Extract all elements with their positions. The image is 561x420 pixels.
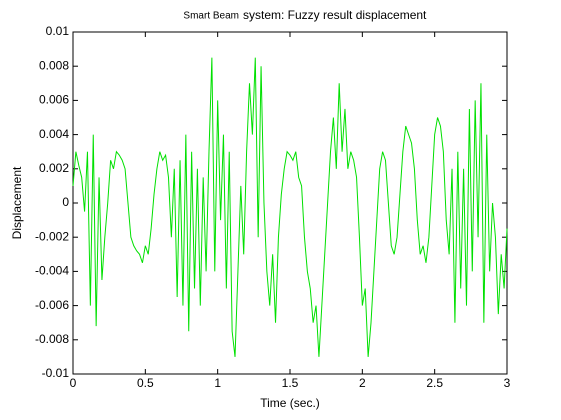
y-tick-label: 0.006 [39, 93, 69, 107]
y-tick-label: -0.002 [35, 229, 69, 243]
y-tick-label: -0.008 [35, 332, 69, 346]
y-axis-label: Displacement [10, 166, 24, 239]
y-tick-label: 0.002 [39, 161, 69, 175]
y-tick-label: -0.01 [42, 366, 70, 380]
x-axis-label: Time (sec.) [260, 396, 320, 410]
y-tick-label: 0.004 [39, 127, 69, 141]
plot-frame [72, 31, 508, 375]
x-tick-label: 2 [359, 376, 366, 390]
y-tick-label: -0.004 [35, 264, 69, 278]
y-tick-label: 0.01 [46, 24, 70, 38]
chart-title: system: Fuzzy result displacement [243, 8, 427, 22]
x-tick-label: 1 [214, 376, 221, 390]
x-tick-label: 2.5 [426, 376, 443, 390]
x-tick-label: 1.5 [282, 376, 299, 390]
data-line [72, 57, 508, 357]
x-tick-label: 0 [70, 376, 77, 390]
chart-title-prefix: Smart Beam [183, 11, 239, 22]
x-tick-label: 3 [504, 376, 511, 390]
x-tick-label: 0.5 [137, 376, 154, 390]
y-tick-label: 0.008 [39, 58, 69, 72]
y-tick-label: -0.006 [35, 298, 69, 312]
y-tick-label: 0 [62, 195, 69, 209]
